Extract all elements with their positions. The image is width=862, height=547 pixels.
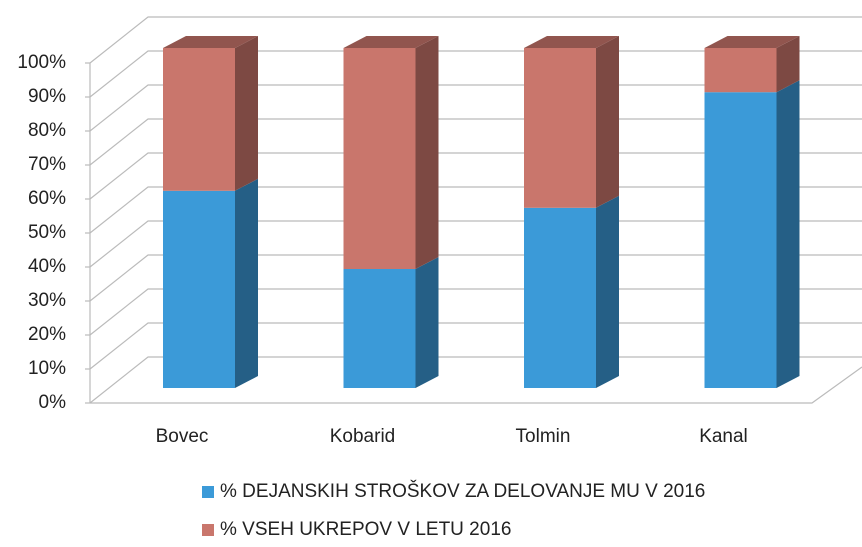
bar — [524, 207, 596, 388]
bar-top — [524, 36, 619, 48]
bar-top — [704, 36, 800, 48]
bar-side — [235, 36, 258, 191]
legend-swatch — [202, 486, 214, 498]
grid-line — [89, 220, 862, 268]
grid-line — [89, 288, 862, 336]
grid-line — [89, 50, 862, 98]
bar-side — [776, 80, 800, 388]
bar-side — [415, 36, 439, 269]
bar-top — [163, 36, 258, 48]
grid-line — [89, 186, 862, 234]
axis-floor — [90, 366, 862, 404]
y-tick-label: 80% — [28, 120, 66, 141]
grid-line — [89, 322, 862, 370]
legend-label: % VSEH UKREPOV V LETU 2016 — [220, 519, 511, 540]
grid-line — [89, 16, 862, 64]
bar — [704, 48, 777, 93]
x-tick-label: Tolmin — [516, 426, 571, 447]
legend-label: % DEJANSKIH STROŠKOV ZA DELOVANJE MU V 2… — [220, 480, 705, 502]
legend-swatch — [202, 524, 214, 536]
bar — [343, 48, 416, 269]
y-tick-label: 40% — [28, 256, 66, 277]
y-tick-label: 0% — [39, 392, 67, 413]
y-tick-label: 60% — [28, 188, 66, 209]
grid-line — [89, 254, 862, 302]
bar-top — [343, 36, 439, 48]
bar — [163, 190, 235, 388]
bar — [524, 48, 596, 208]
x-tick-label: Kanal — [699, 426, 748, 447]
y-tick-label: 10% — [28, 358, 66, 379]
bar-side — [235, 178, 258, 388]
y-tick-label: 20% — [28, 324, 66, 345]
bar — [163, 48, 235, 191]
grid-line — [89, 356, 862, 404]
x-tick-label: Bovec — [156, 426, 209, 447]
y-tick-label: 100% — [17, 52, 66, 73]
bar-side — [596, 36, 619, 208]
grid-line — [89, 152, 862, 200]
grid-line — [89, 118, 862, 166]
bar — [343, 269, 416, 388]
y-tick-label: 30% — [28, 290, 66, 311]
bar — [704, 92, 777, 388]
y-tick-label: 70% — [28, 154, 66, 175]
y-tick-label: 50% — [28, 222, 66, 243]
bar-side — [776, 36, 800, 93]
bar-side — [596, 195, 619, 388]
grid-line — [89, 84, 862, 132]
x-tick-label: Kobarid — [330, 426, 396, 447]
y-tick-label: 90% — [28, 86, 66, 107]
bar-side — [415, 257, 439, 388]
